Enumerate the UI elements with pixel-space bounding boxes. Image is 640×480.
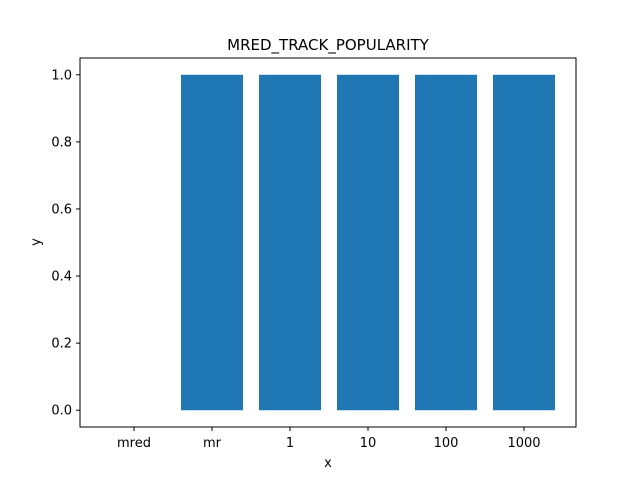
bar-mr: [181, 74, 243, 411]
x-tick-label: mred: [117, 436, 151, 451]
y-tick-label: 0.8: [51, 135, 72, 150]
bars-group: [181, 74, 555, 411]
bar-10: [337, 74, 399, 411]
y-tick-label: 0.2: [51, 337, 72, 352]
y-tick-label: 0.6: [51, 202, 72, 217]
bar-1000: [493, 74, 555, 411]
y-tick-label: 0.0: [51, 404, 72, 419]
x-tick-label: 1000: [507, 436, 540, 451]
x-tick-label: mr: [203, 436, 222, 451]
bar-100: [415, 74, 477, 411]
x-axis-ticks: mred mr 1 10 100 1000: [117, 427, 541, 451]
bar-1: [259, 74, 321, 411]
x-tick-label: 100: [434, 436, 459, 451]
y-axis-ticks: 0.0 0.2 0.4 0.6 0.8 1.0: [51, 68, 80, 419]
x-tick-label: 1: [286, 436, 294, 451]
y-axis-label: y: [29, 238, 44, 246]
x-tick-label: 10: [360, 436, 377, 451]
plot-frame: [79, 57, 577, 428]
x-axis-label: x: [324, 456, 332, 471]
chart-title: MRED_TRACK_POPULARITY: [227, 36, 430, 55]
y-tick-label: 1.0: [51, 68, 72, 83]
y-tick-label: 0.4: [51, 270, 72, 285]
